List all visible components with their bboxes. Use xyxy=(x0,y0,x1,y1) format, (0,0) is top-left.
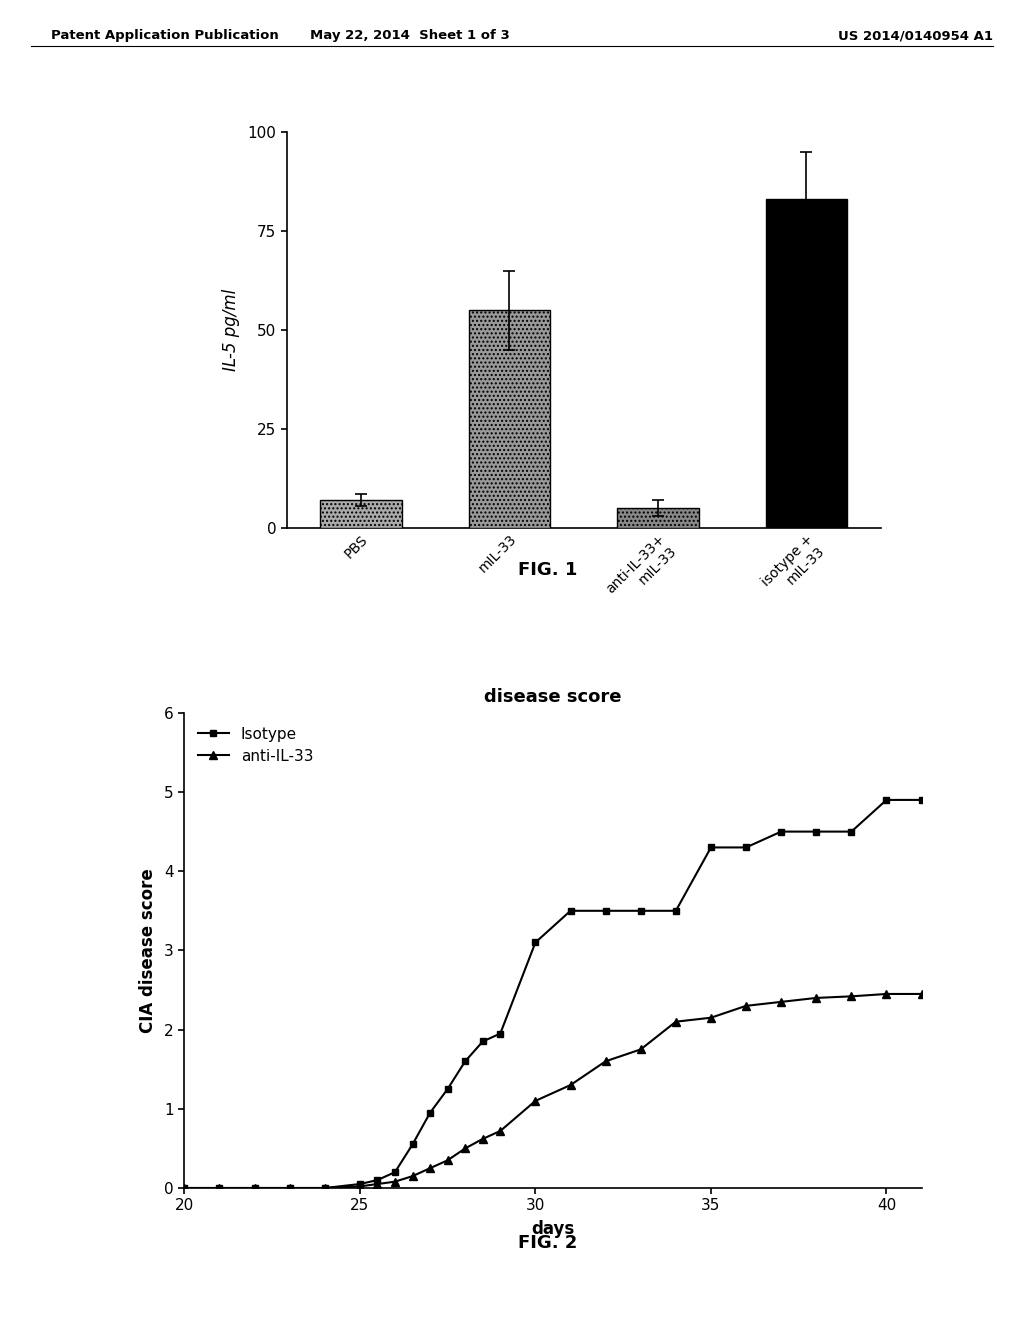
anti-IL-33 xyxy=(459,1140,471,1156)
Isotype xyxy=(476,1034,488,1049)
anti-IL-33 xyxy=(441,1152,454,1168)
anti-IL-33 xyxy=(318,1180,331,1196)
Isotype xyxy=(845,824,857,840)
Isotype xyxy=(424,1105,436,1121)
Bar xyxy=(469,310,550,528)
Text: May 22, 2014  Sheet 1 of 3: May 22, 2014 Sheet 1 of 3 xyxy=(309,29,510,42)
anti-IL-33 xyxy=(670,1014,682,1030)
anti-IL-33 xyxy=(372,1176,384,1192)
anti-IL-33 xyxy=(845,989,857,1005)
Isotype xyxy=(810,824,822,840)
Isotype xyxy=(740,840,753,855)
anti-IL-33 xyxy=(564,1077,577,1093)
X-axis label: days: days xyxy=(531,1221,574,1238)
Text: FIG. 2: FIG. 2 xyxy=(518,1234,578,1253)
anti-IL-33 xyxy=(705,1010,717,1026)
Text: Patent Application Publication: Patent Application Publication xyxy=(51,29,279,42)
anti-IL-33 xyxy=(599,1053,611,1069)
Line: anti-IL-33: anti-IL-33 xyxy=(180,990,926,1192)
Isotype xyxy=(372,1172,384,1188)
Isotype xyxy=(284,1180,296,1196)
anti-IL-33 xyxy=(407,1168,419,1184)
Bar xyxy=(321,500,401,528)
anti-IL-33 xyxy=(353,1179,366,1195)
Bar xyxy=(617,508,698,528)
anti-IL-33 xyxy=(495,1123,507,1139)
Isotype xyxy=(635,903,647,919)
Isotype xyxy=(353,1176,366,1192)
Isotype xyxy=(407,1137,419,1152)
anti-IL-33 xyxy=(213,1180,225,1196)
Isotype xyxy=(178,1180,190,1196)
Isotype xyxy=(670,903,682,919)
anti-IL-33 xyxy=(915,986,928,1002)
Y-axis label: IL-5 pg/ml: IL-5 pg/ml xyxy=(222,289,241,371)
Isotype xyxy=(599,903,611,919)
Isotype xyxy=(389,1164,401,1180)
Legend: Isotype, anti-IL-33: Isotype, anti-IL-33 xyxy=(191,721,319,771)
Isotype xyxy=(881,792,893,808)
anti-IL-33 xyxy=(476,1131,488,1147)
anti-IL-33 xyxy=(424,1160,436,1176)
anti-IL-33 xyxy=(178,1180,190,1196)
anti-IL-33 xyxy=(775,994,787,1010)
Isotype xyxy=(249,1180,261,1196)
Y-axis label: CIA disease score: CIA disease score xyxy=(139,869,158,1032)
anti-IL-33 xyxy=(249,1180,261,1196)
Isotype xyxy=(459,1053,471,1069)
anti-IL-33 xyxy=(740,998,753,1014)
anti-IL-33 xyxy=(284,1180,296,1196)
Isotype xyxy=(775,824,787,840)
Title: disease score: disease score xyxy=(484,688,622,706)
Text: US 2014/0140954 A1: US 2014/0140954 A1 xyxy=(839,29,993,42)
Isotype xyxy=(213,1180,225,1196)
Line: Isotype: Isotype xyxy=(181,796,925,1192)
Isotype xyxy=(564,903,577,919)
Text: FIG. 1: FIG. 1 xyxy=(518,561,578,579)
anti-IL-33 xyxy=(881,986,893,1002)
Isotype xyxy=(318,1180,331,1196)
Isotype xyxy=(529,935,542,950)
anti-IL-33 xyxy=(389,1173,401,1189)
anti-IL-33 xyxy=(635,1041,647,1057)
anti-IL-33 xyxy=(529,1093,542,1109)
Isotype xyxy=(441,1081,454,1097)
anti-IL-33 xyxy=(810,990,822,1006)
Bar xyxy=(766,199,847,528)
Isotype xyxy=(915,792,928,808)
Isotype xyxy=(495,1026,507,1041)
Isotype xyxy=(705,840,717,855)
